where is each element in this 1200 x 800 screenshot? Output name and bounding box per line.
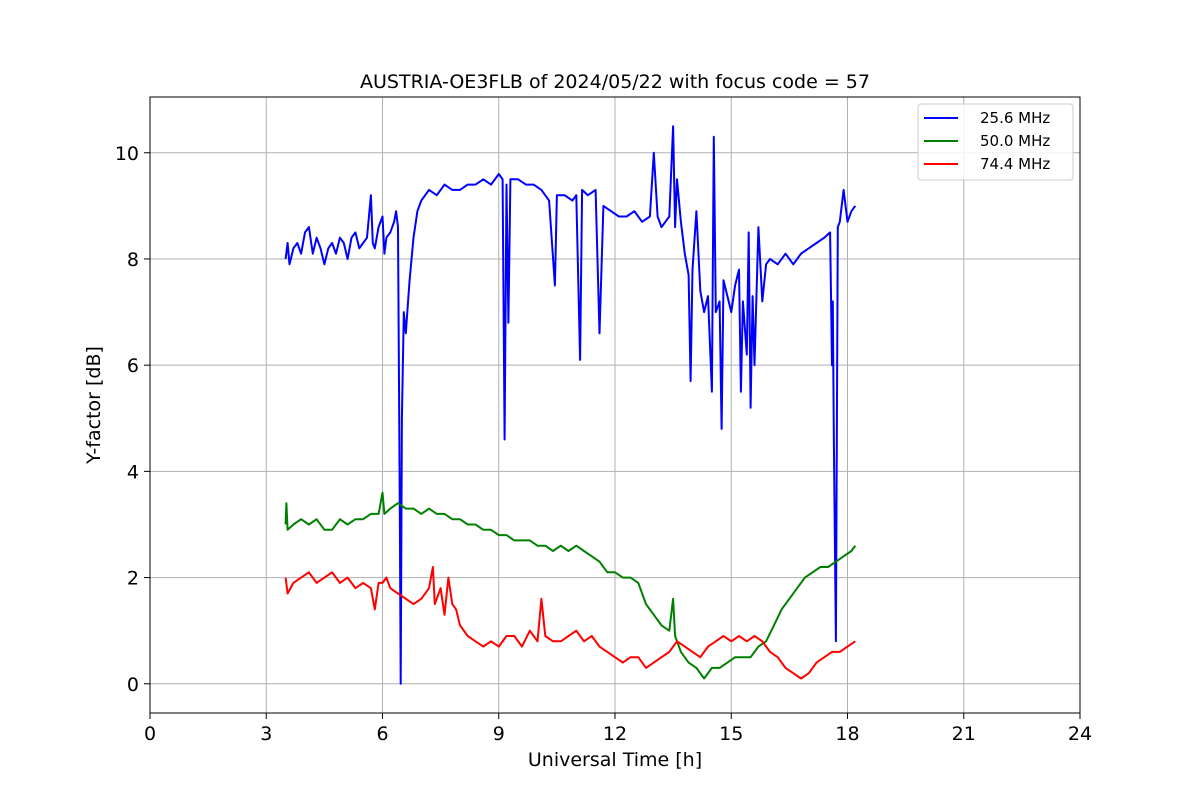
x-tick-label: 15 (719, 723, 743, 745)
legend-label-0: 25.6 MHz (980, 109, 1050, 127)
legend: 25.6 MHz 50.0 MHz 74.4 MHz (917, 103, 1074, 181)
y-tick-label: 0 (127, 674, 139, 696)
legend-label-1: 50.0 MHz (980, 132, 1050, 150)
x-tick-label: 9 (493, 723, 505, 745)
y-tick-label: 10 (115, 143, 139, 165)
x-tick-label: 3 (260, 723, 272, 745)
y-axis-title: Y-factor [dB] (83, 346, 105, 465)
legend-box (917, 103, 1074, 181)
legend-label-2: 74.4 MHz (980, 155, 1050, 173)
x-axis-title: Universal Time [h] (528, 749, 702, 771)
x-tick-label: 6 (376, 723, 388, 745)
y-tick-label: 4 (127, 461, 139, 483)
chart-title: AUSTRIA-OE3FLB of 2024/05/22 with focus … (360, 71, 870, 93)
x-tick-label: 12 (603, 723, 627, 745)
x-tick-label: 21 (952, 723, 976, 745)
x-tick-label: 0 (144, 723, 156, 745)
y-tick-label: 8 (127, 249, 139, 271)
series-lines (284, 125, 857, 685)
y-tick-label: 6 (127, 355, 139, 377)
x-axis-ticks: 0 3 6 9 12 15 18 21 24 (144, 713, 1092, 745)
series-line-0 (284, 125, 857, 685)
y-tick-label: 2 (127, 568, 139, 590)
x-tick-label: 24 (1068, 723, 1092, 745)
y-axis-ticks: 0 2 4 6 8 10 (115, 143, 150, 696)
series-line-2 (284, 566, 856, 680)
x-tick-label: 18 (835, 723, 859, 745)
series-line-1 (284, 491, 857, 680)
